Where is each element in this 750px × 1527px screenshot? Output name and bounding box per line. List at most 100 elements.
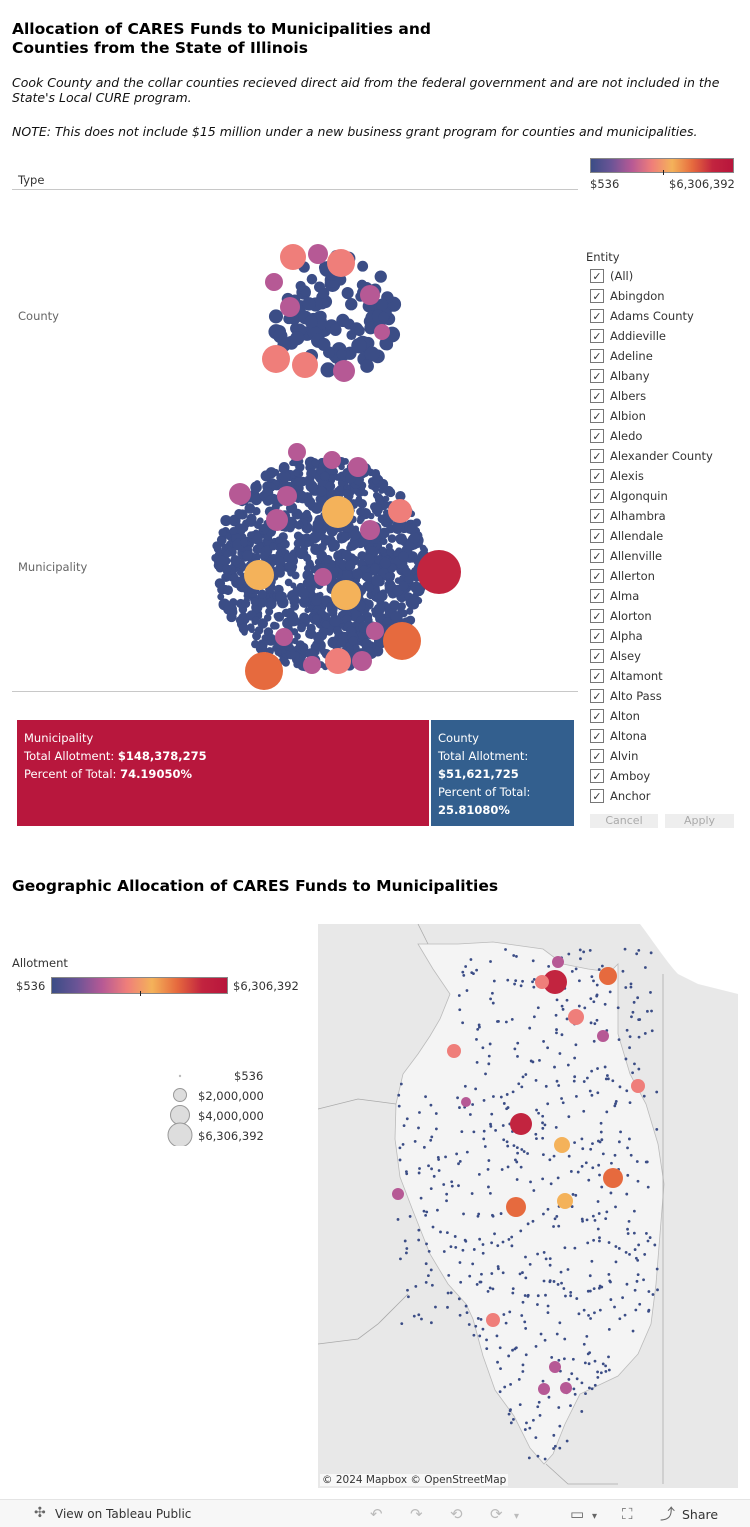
map-municipality-point[interactable] [471,1262,475,1266]
entity-filter-item[interactable]: ✓ Aledo [590,426,642,446]
map-municipality-point[interactable] [614,1205,617,1209]
map-municipality-point[interactable] [480,1272,483,1276]
map-municipality-point[interactable] [429,1103,433,1107]
map-municipality-point[interactable] [631,1079,645,1093]
map-municipality-point[interactable] [613,1305,616,1309]
map-municipality-point[interactable] [449,1245,453,1249]
map-municipality-point[interactable] [531,959,535,963]
map-municipality-point[interactable] [515,1160,519,1164]
checkbox-checked-icon[interactable]: ✓ [590,469,604,483]
map-municipality-point[interactable] [417,1313,421,1317]
municipality-bubble[interactable] [257,618,269,629]
checkbox-checked-icon[interactable]: ✓ [590,409,604,423]
map-municipality-point[interactable] [526,1152,529,1155]
map-municipality-point[interactable] [589,1021,593,1025]
map-municipality-point[interactable] [586,1241,590,1245]
map-municipality-point[interactable] [574,1193,578,1197]
map-attribution[interactable]: © 2024 Mapbox © OpenStreetMap [320,1474,509,1486]
municipality-bubble[interactable] [285,523,295,533]
map-municipality-point[interactable] [524,1327,528,1330]
map-municipality-point[interactable] [567,1115,571,1119]
map-municipality-point[interactable] [543,1123,547,1127]
municipality-bubble[interactable] [244,560,274,590]
municipality-bubble[interactable] [240,538,249,547]
municipality-bubble[interactable] [275,556,286,568]
municipality-bubble[interactable] [410,581,422,594]
map-municipality-point[interactable] [635,952,639,956]
county-bubble[interactable] [280,244,306,270]
map-municipality-point[interactable] [593,1311,596,1315]
municipality-bubble[interactable] [384,572,392,580]
map-municipality-point[interactable] [469,958,473,961]
checkbox-checked-icon[interactable]: ✓ [590,769,604,783]
map-municipality-point[interactable] [555,1079,559,1083]
map-municipality-point[interactable] [548,1263,552,1267]
map-municipality-point[interactable] [548,1257,552,1261]
map-municipality-point[interactable] [597,1163,601,1167]
map-municipality-point[interactable] [486,1313,500,1327]
map-municipality-point[interactable] [570,1205,574,1208]
map-municipality-point[interactable] [510,1017,514,1021]
map-municipality-point[interactable] [512,954,516,957]
municipality-bubble[interactable] [293,470,300,477]
map-municipality-point[interactable] [405,1172,409,1176]
map-municipality-point[interactable] [648,1236,652,1239]
county-bubble[interactable] [341,287,354,300]
map-municipality-point[interactable] [524,1073,528,1076]
map-municipality-point[interactable] [573,1392,577,1396]
map-municipality-point[interactable] [536,1454,540,1458]
map-municipality-point[interactable] [645,1232,648,1235]
municipality-bubble[interactable] [331,580,361,610]
map-municipality-point[interactable] [607,1327,611,1331]
map-municipality-point[interactable] [628,1137,631,1141]
map-municipality-point[interactable] [573,1056,577,1060]
map-municipality-point[interactable] [569,1404,572,1408]
map-municipality-point[interactable] [571,1193,575,1196]
county-bubble[interactable] [306,273,318,285]
county-bubble[interactable] [295,280,306,292]
map-municipality-point[interactable] [506,978,510,982]
municipality-bubble[interactable] [390,611,402,623]
municipality-bubble[interactable] [277,486,297,506]
map-municipality-point[interactable] [542,1212,545,1216]
county-bubble[interactable] [378,311,390,323]
county-bubble[interactable] [364,346,380,362]
map-municipality-point[interactable] [527,1456,531,1460]
municipality-bubble[interactable] [395,533,407,545]
entity-filter-item[interactable]: ✓ Altamont [590,666,663,686]
map-municipality-point[interactable] [638,1302,642,1306]
map-municipality-point[interactable] [526,1294,530,1298]
municipality-bubble[interactable] [236,569,244,577]
map-municipality-point[interactable] [406,1288,409,1292]
county-bubble[interactable] [327,249,355,277]
map-municipality-point[interactable] [424,1280,428,1284]
map-municipality-point[interactable] [572,1079,576,1083]
map-municipality-point[interactable] [557,1084,561,1087]
municipality-bubble[interactable] [341,531,351,542]
map-municipality-point[interactable] [523,1294,527,1297]
map-municipality-point[interactable] [546,1046,550,1050]
map-municipality-point[interactable] [580,1410,584,1413]
municipality-bubble[interactable] [356,507,365,516]
municipality-bubble[interactable] [378,527,390,539]
municipality-bubble[interactable] [405,615,416,625]
map-municipality-point[interactable] [605,1210,609,1214]
municipality-bubble[interactable] [388,499,412,523]
map-municipality-point[interactable] [650,1009,653,1013]
map-municipality-point[interactable] [476,1028,480,1031]
map-municipality-point[interactable] [535,1108,538,1112]
checkbox-checked-icon[interactable]: ✓ [590,489,604,503]
municipality-bubble[interactable] [256,542,264,550]
map-municipality-point[interactable] [632,1231,636,1235]
map-municipality-point[interactable] [582,1342,586,1346]
map-municipality-point[interactable] [502,1102,506,1105]
municipality-bubble[interactable] [408,594,419,606]
map-municipality-point[interactable] [600,964,604,968]
municipality-bubble[interactable] [295,547,308,560]
map-municipality-point[interactable] [467,1323,471,1326]
map-municipality-point[interactable] [570,969,574,973]
map-points-layer[interactable] [392,947,659,1461]
map-municipality-point[interactable] [429,1321,433,1325]
map-municipality-point[interactable] [555,1028,558,1031]
municipality-bubble[interactable] [322,496,354,528]
